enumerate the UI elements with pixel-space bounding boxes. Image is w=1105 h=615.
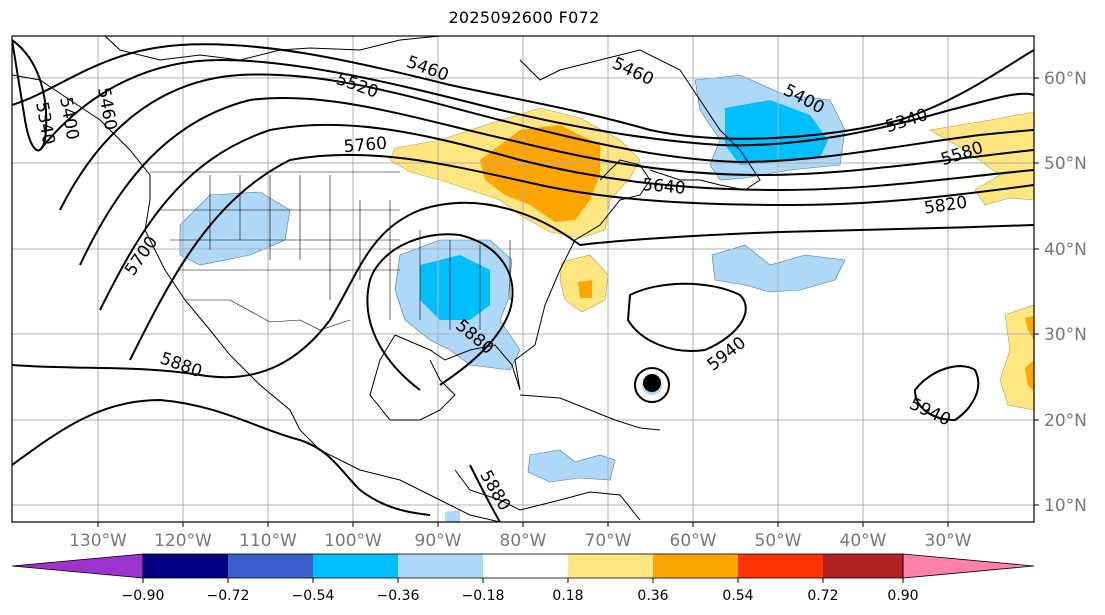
colorbar-tick-label: −0.72 xyxy=(207,588,250,604)
colorbar-swatch xyxy=(143,554,228,578)
lon-label-130w: 130°W xyxy=(69,531,127,551)
colorbar-swatch xyxy=(483,554,568,578)
lon-label-80w: 80°W xyxy=(500,531,547,551)
political-borders xyxy=(150,171,511,331)
colorbar-swatch xyxy=(228,554,313,578)
positive-anomaly-region xyxy=(999,304,1034,411)
lon-label-70w: 70°W xyxy=(585,531,632,551)
height-contours xyxy=(12,39,1034,522)
map-title: 2025092600 F072 xyxy=(448,8,600,27)
strong-positive-anomaly-region xyxy=(578,280,592,298)
colorbar-tick-label: −0.54 xyxy=(292,588,335,604)
colorbar-tick-label: 0.36 xyxy=(637,588,668,604)
latitude-labels: 60°N 50°N 40°N 30°N 20°N 10°N xyxy=(1044,69,1087,516)
lon-label-110w: 110°W xyxy=(239,531,297,551)
colorbar-extend-right xyxy=(902,553,1035,579)
colorbar-swatch xyxy=(738,554,823,578)
contour-label: 5640 xyxy=(641,175,686,199)
colorbar-extend-left xyxy=(11,553,144,579)
lat-label-60n: 60°N xyxy=(1044,69,1087,89)
colorbar-swatch xyxy=(568,554,653,578)
colorbar-tick-label: −0.18 xyxy=(462,588,505,604)
colorbar-tick-label: −0.36 xyxy=(377,588,420,604)
colorbar-tick-label: 0.18 xyxy=(552,588,583,604)
tick-marks xyxy=(97,77,1039,527)
strong-positive-anomaly-region xyxy=(480,125,600,222)
colorbar-tick-label: 0.90 xyxy=(887,588,918,604)
colorbar-swatch xyxy=(823,554,903,578)
lat-label-40n: 40°N xyxy=(1044,240,1087,260)
longitude-labels: 130°W 120°W 110°W 100°W 90°W 80°W 70°W 6… xyxy=(69,531,972,551)
colorbar-swatch xyxy=(313,554,398,578)
coastlines xyxy=(12,36,761,522)
strong-negative-anomaly-region xyxy=(725,100,828,165)
lon-label-40w: 40°W xyxy=(840,531,887,551)
negative-anomaly-region xyxy=(527,449,616,483)
colorbar-swatch xyxy=(398,554,483,578)
lon-label-60w: 60°W xyxy=(670,531,717,551)
lon-label-120w: 120°W xyxy=(154,531,212,551)
lat-label-20n: 20°N xyxy=(1044,411,1087,431)
negative-anomaly-region xyxy=(445,510,460,522)
colorbar: −0.90 −0.72 −0.54 −0.36 −0.18 0.18 0.36 … xyxy=(11,553,1035,604)
contour-label: 5760 xyxy=(343,134,388,158)
lon-label-30w: 30°W xyxy=(925,531,972,551)
colorbar-tick-label: −0.90 xyxy=(122,588,165,604)
strong-positive-anomaly-region xyxy=(1025,360,1034,392)
lon-label-50w: 50°W xyxy=(755,531,802,551)
strong-negative-anomaly-region xyxy=(420,255,490,320)
lat-label-50n: 50°N xyxy=(1044,154,1087,174)
lon-label-100w: 100°W xyxy=(324,531,382,551)
colorbar-swatch xyxy=(653,554,738,578)
lat-label-30n: 30°N xyxy=(1044,325,1087,345)
colorbar-tick-label: 0.72 xyxy=(807,588,838,604)
lat-label-10n: 10°N xyxy=(1044,496,1087,516)
colorbar-tick-label: 0.54 xyxy=(722,588,753,604)
lon-label-90w: 90°W xyxy=(415,531,462,551)
graticule xyxy=(12,36,1034,522)
storm-center-marker xyxy=(643,374,661,392)
